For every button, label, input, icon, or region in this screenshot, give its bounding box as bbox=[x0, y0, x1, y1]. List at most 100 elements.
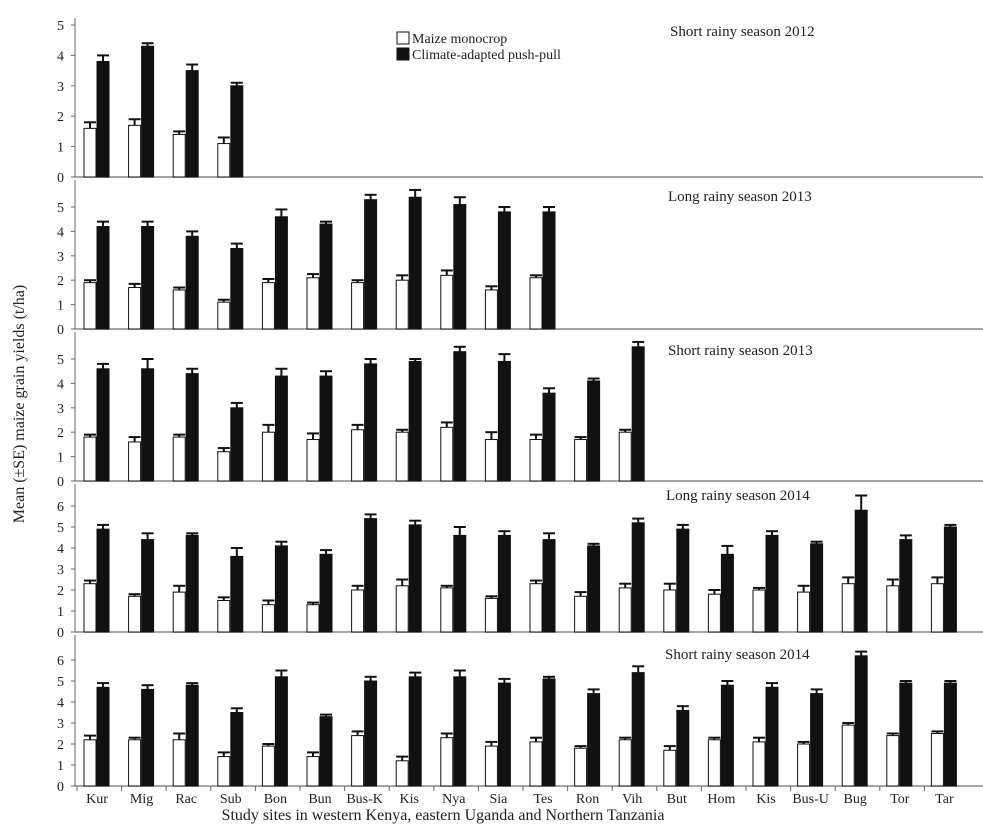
bar-push-pull bbox=[631, 672, 645, 787]
y-tick-label: 5 bbox=[57, 201, 64, 216]
bar-maize-monocrop bbox=[128, 441, 142, 482]
y-tick-label: 3 bbox=[57, 250, 64, 265]
bar-push-pull bbox=[96, 226, 110, 330]
bar-push-pull bbox=[274, 375, 288, 482]
bar-push-pull bbox=[96, 368, 110, 482]
bar-maize-monocrop bbox=[440, 587, 454, 633]
y-tick-label: 0 bbox=[57, 171, 64, 186]
y-tick-label: 3 bbox=[57, 80, 64, 95]
bar-maize-monocrop bbox=[574, 747, 588, 787]
bar-maize-monocrop bbox=[529, 741, 543, 787]
bar-push-pull bbox=[854, 655, 868, 787]
x-tick-label: Rac bbox=[175, 792, 197, 807]
bar-push-pull bbox=[319, 375, 333, 482]
panel-title: Short rainy season 2012 bbox=[670, 24, 815, 40]
bar-maize-monocrop bbox=[618, 431, 632, 482]
bar-push-pull bbox=[230, 407, 244, 482]
y-axis-label: Mean (±SE) maize grain yields (t/ha) bbox=[11, 285, 28, 523]
bar-maize-monocrop bbox=[217, 756, 231, 787]
bar-push-pull bbox=[542, 392, 556, 482]
y-tick-label: 1 bbox=[57, 605, 64, 620]
bar-maize-monocrop bbox=[395, 431, 409, 482]
x-tick-label: Nya bbox=[442, 792, 466, 807]
y-tick-label: 0 bbox=[57, 323, 64, 338]
y-tick-label: 2 bbox=[57, 110, 64, 125]
bar-maize-monocrop bbox=[83, 127, 97, 178]
bar-maize-monocrop bbox=[351, 282, 365, 330]
bar-push-pull bbox=[899, 539, 913, 633]
x-tick-label: Bon bbox=[264, 792, 287, 807]
bar-push-pull bbox=[542, 678, 556, 787]
bar-maize-monocrop bbox=[930, 733, 944, 787]
bar-push-pull bbox=[96, 686, 110, 787]
bar-maize-monocrop bbox=[217, 301, 231, 330]
y-tick-label: 3 bbox=[57, 563, 64, 578]
bar-maize-monocrop bbox=[395, 760, 409, 787]
bar-maize-monocrop bbox=[707, 593, 721, 633]
panel-4: 0 1 2 3 4 5 6 Long rainy season 2014 bbox=[57, 484, 983, 641]
bar-push-pull bbox=[408, 676, 422, 787]
bar-push-pull bbox=[96, 60, 110, 178]
bar-push-pull bbox=[587, 693, 601, 787]
bar-maize-monocrop bbox=[261, 431, 275, 482]
bar-maize-monocrop bbox=[172, 591, 186, 633]
bar-maize-monocrop bbox=[440, 426, 454, 482]
x-tick-label: Bus-K bbox=[346, 792, 383, 807]
bar-maize-monocrop bbox=[484, 289, 498, 330]
bar-push-pull bbox=[631, 346, 645, 482]
bar-push-pull bbox=[364, 199, 378, 330]
y-tick-label: 3 bbox=[57, 717, 64, 732]
bar-maize-monocrop bbox=[484, 597, 498, 633]
bar-maize-monocrop bbox=[618, 739, 632, 787]
bar-maize-monocrop bbox=[172, 739, 186, 787]
bar-maize-monocrop bbox=[306, 604, 320, 633]
bar-push-pull bbox=[720, 553, 734, 633]
panel-1: 0 1 2 3 4 5 Short rainy season 2012 bbox=[57, 18, 983, 186]
bar-push-pull bbox=[185, 235, 199, 330]
y-tick-label: 4 bbox=[57, 696, 64, 711]
bar-maize-monocrop bbox=[351, 429, 365, 482]
bar-push-pull bbox=[185, 373, 199, 482]
y-tick-label: 5 bbox=[57, 19, 64, 34]
y-tick-label: 4 bbox=[57, 49, 64, 64]
bar-maize-monocrop bbox=[440, 737, 454, 787]
x-axis-label: Study sites in western Kenya, eastern Ug… bbox=[222, 807, 665, 824]
legend-swatch-push-pull bbox=[396, 47, 410, 61]
bar-push-pull bbox=[141, 539, 155, 633]
bar-maize-monocrop bbox=[351, 589, 365, 633]
y-tick-label: 0 bbox=[57, 626, 64, 641]
bar-maize-monocrop bbox=[128, 595, 142, 633]
bar-maize-monocrop bbox=[261, 282, 275, 330]
panel-2: 0 1 2 3 4 5 Long rainy season 2013 bbox=[57, 180, 983, 338]
y-tick-label: 4 bbox=[57, 225, 64, 240]
bar-push-pull bbox=[141, 45, 155, 178]
x-tick-label: Bus-U bbox=[792, 792, 829, 807]
bar-push-pull bbox=[497, 211, 511, 330]
y-tick-label: 1 bbox=[57, 141, 64, 156]
bar-maize-monocrop bbox=[484, 439, 498, 482]
x-tick-label: Kis bbox=[756, 792, 775, 807]
y-tick-label: 2 bbox=[57, 274, 64, 289]
bar-maize-monocrop bbox=[395, 279, 409, 330]
bar-maize-monocrop bbox=[484, 745, 498, 787]
bar-push-pull bbox=[542, 539, 556, 633]
panel-title: Long rainy season 2014 bbox=[666, 488, 810, 504]
bar-push-pull bbox=[497, 360, 511, 482]
bar-push-pull bbox=[141, 688, 155, 787]
bar-push-pull bbox=[720, 684, 734, 787]
x-tick-label: Tes bbox=[533, 792, 552, 807]
bar-push-pull bbox=[274, 545, 288, 633]
bar-maize-monocrop bbox=[886, 585, 900, 633]
bar-maize-monocrop bbox=[752, 589, 766, 633]
bar-maize-monocrop bbox=[752, 741, 766, 787]
bar-push-pull bbox=[364, 363, 378, 482]
bar-push-pull bbox=[319, 716, 333, 787]
bar-maize-monocrop bbox=[128, 739, 142, 787]
x-tick-label: Tor bbox=[890, 792, 910, 807]
bar-maize-monocrop bbox=[217, 600, 231, 633]
x-tick-label: Hom bbox=[707, 792, 735, 807]
x-tick-label: Sub bbox=[220, 792, 242, 807]
bar-maize-monocrop bbox=[261, 745, 275, 787]
